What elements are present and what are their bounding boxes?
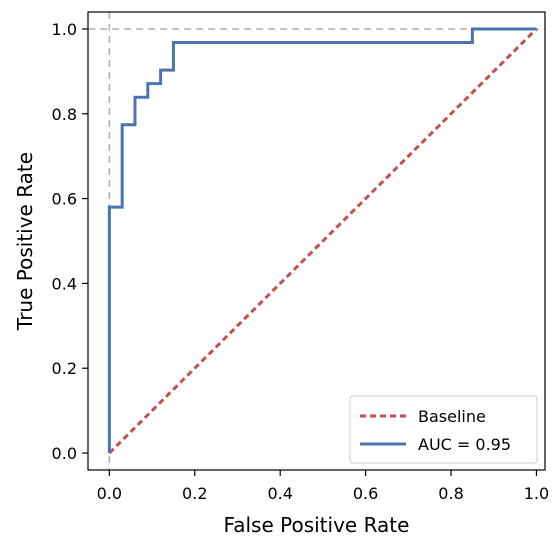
y-tick-label: 0.0: [52, 444, 77, 463]
plot-frame: [87, 11, 546, 471]
x-axis-ticks: 0.0 0.2 0.4 0.6 0.8 1.0: [97, 470, 549, 503]
x-tick-label: 0.8: [438, 484, 463, 503]
y-tick-label: 0.8: [52, 105, 77, 124]
y-tick-label: 0.2: [52, 359, 77, 378]
y-tick-label: 0.4: [52, 274, 77, 293]
y-axis-title: True Positive Rate: [13, 152, 37, 331]
series-line-auc: [107, 27, 537, 454]
legend-box: [349, 395, 538, 464]
legend-label-auc: AUC = 0.95: [418, 435, 511, 454]
x-tick-label: 0.4: [267, 484, 292, 503]
x-tick-label: 1.0: [524, 484, 549, 503]
series-line-baseline: [108, 27, 538, 455]
series-layer: [107, 27, 538, 455]
y-tick-label: 1.0: [52, 20, 77, 39]
y-axis-ticks: 0.0 0.2 0.4 0.6 0.8 1.0: [52, 20, 88, 463]
y-tick-label: 0.6: [52, 190, 77, 209]
x-tick-label: 0.6: [353, 484, 378, 503]
x-tick-label: 0.2: [182, 484, 207, 503]
legend-label-baseline: Baseline: [418, 407, 486, 426]
legend: Baseline AUC = 0.95: [349, 395, 538, 464]
x-tick-label: 0.0: [97, 484, 122, 503]
x-axis-title: False Positive Rate: [224, 513, 410, 537]
